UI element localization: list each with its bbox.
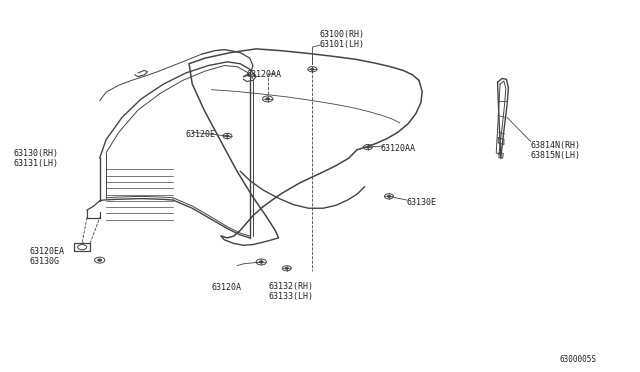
Circle shape <box>226 135 229 137</box>
Circle shape <box>366 146 370 148</box>
Circle shape <box>259 261 263 263</box>
Circle shape <box>266 98 269 100</box>
Circle shape <box>310 68 314 70</box>
Text: 63120A: 63120A <box>211 283 241 292</box>
Text: 63814N(RH)
63815N(LH): 63814N(RH) 63815N(LH) <box>531 141 580 160</box>
Circle shape <box>285 267 289 269</box>
Text: 63100(RH)
63101(LH): 63100(RH) 63101(LH) <box>320 30 365 49</box>
Circle shape <box>387 195 391 198</box>
Text: 63120E: 63120E <box>186 129 216 139</box>
Text: 6300005S: 6300005S <box>559 355 596 364</box>
Text: 63120AA: 63120AA <box>381 144 415 153</box>
Text: 63120AA: 63120AA <box>246 70 282 79</box>
Text: 63120EA
63130G: 63120EA 63130G <box>29 247 65 266</box>
Text: 63132(RH)
63133(LH): 63132(RH) 63133(LH) <box>269 282 314 301</box>
Text: 63130E: 63130E <box>406 198 436 207</box>
Circle shape <box>98 259 102 261</box>
Text: 63130(RH)
63131(LH): 63130(RH) 63131(LH) <box>13 148 58 168</box>
